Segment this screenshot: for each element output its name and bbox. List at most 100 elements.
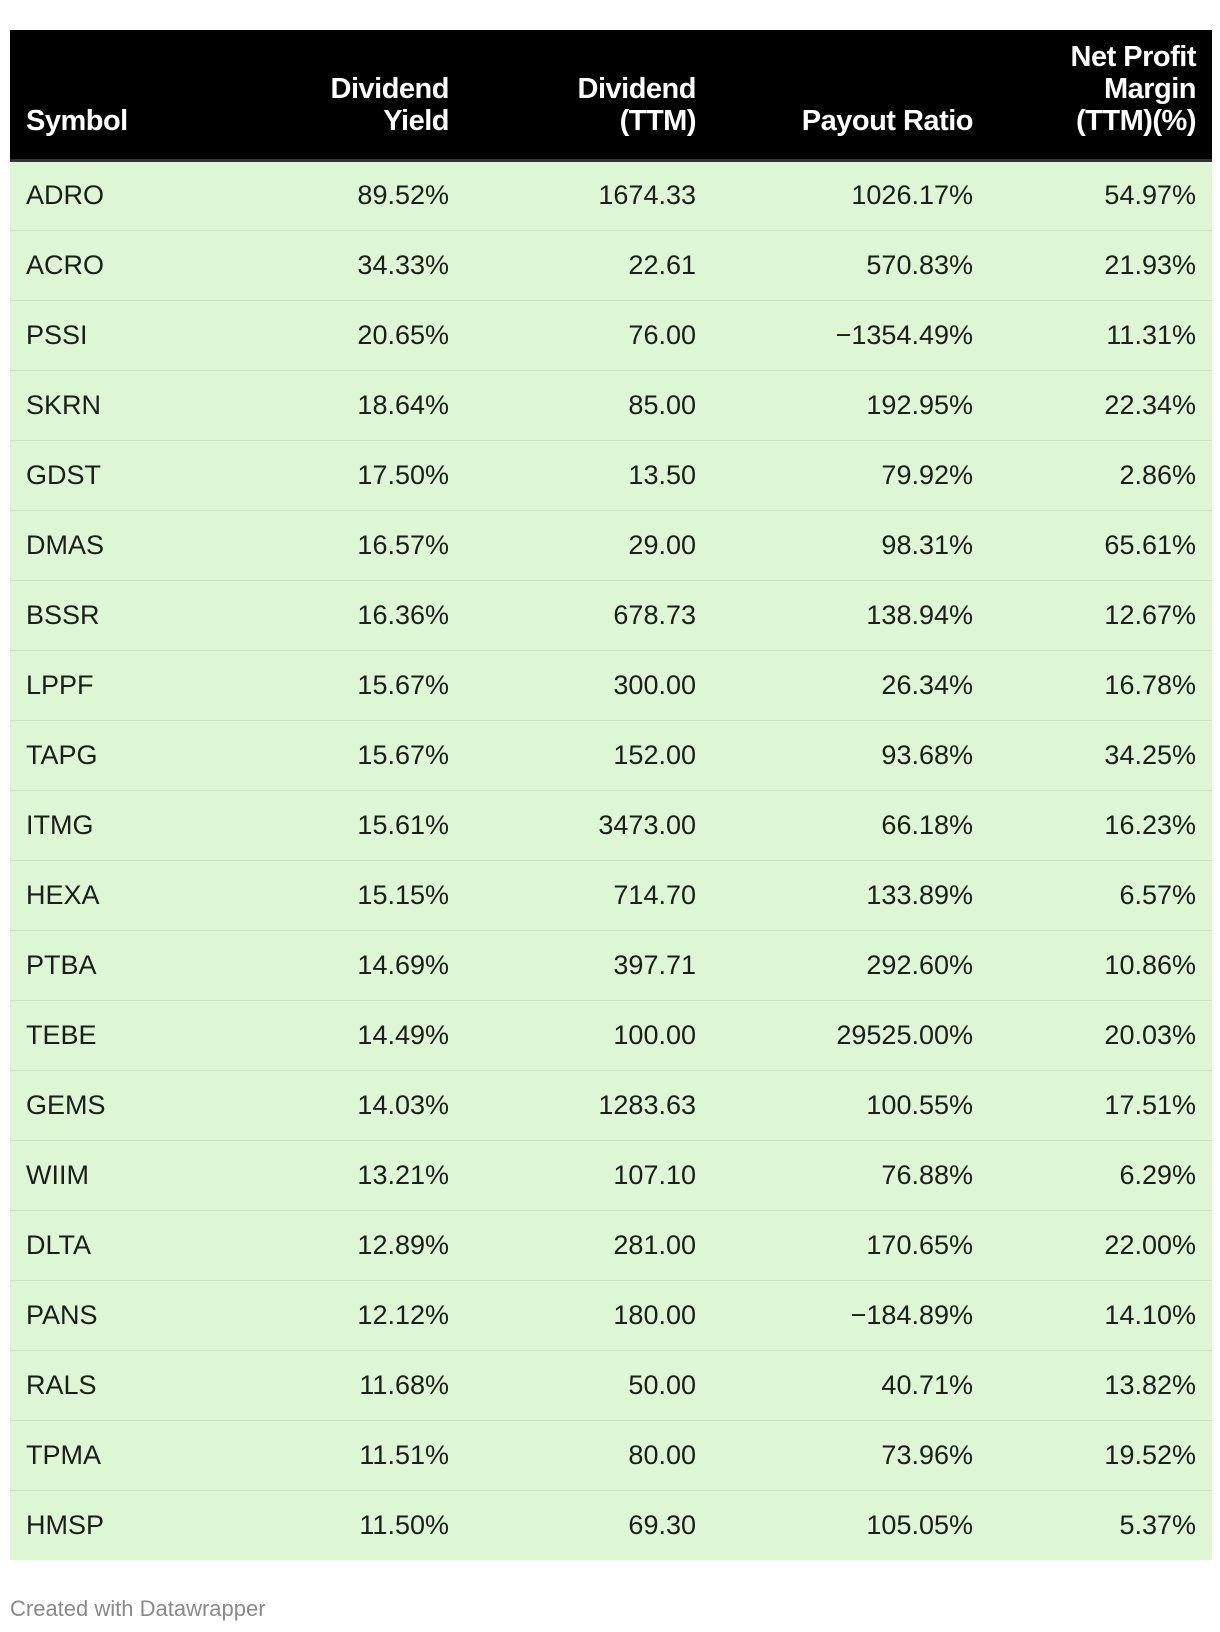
- header-line: (TTM)(%): [1075, 104, 1197, 137]
- header-line: Payout Ratio: [801, 104, 974, 137]
- net-profit-margin-cell: 17.51%: [989, 1069, 1212, 1140]
- table-row: ACRO 34.33% 22.61 570.83% 21.93%: [10, 229, 1212, 300]
- net-profit-margin-cell: 16.23%: [989, 789, 1212, 860]
- header-line: Dividend: [330, 72, 450, 105]
- payout-ratio-cell: −1354.49%: [712, 299, 989, 370]
- payout-ratio-cell: 138.94%: [712, 579, 989, 650]
- dividend-ttm-cell: 678.73: [465, 579, 712, 650]
- header-row: Symbol Dividend Yield Dividend (TTM) Payout R…: [10, 30, 1212, 162]
- net-profit-margin-cell: 21.93%: [989, 229, 1212, 300]
- dividend-yield-cell: 16.36%: [270, 579, 465, 650]
- symbol-cell: DMAS: [10, 509, 270, 580]
- symbol-cell: HMSP: [10, 1489, 270, 1560]
- dividend-yield-cell: 14.49%: [270, 999, 465, 1070]
- symbol-cell: RALS: [10, 1349, 270, 1420]
- payout-ratio-cell: 100.55%: [712, 1069, 989, 1140]
- dividend-yield-cell: 11.50%: [270, 1489, 465, 1560]
- table-row: LPPF 15.67% 300.00 26.34% 16.78%: [10, 649, 1212, 720]
- header-line: Net Profit: [1070, 40, 1197, 73]
- table-header: Symbol Dividend Yield Dividend (TTM) Payout R…: [10, 30, 1212, 162]
- table-row: PANS 12.12% 180.00 −184.89% 14.10%: [10, 1279, 1212, 1350]
- dividend-table: Symbol Dividend Yield Dividend (TTM) Payout R…: [10, 30, 1212, 1560]
- net-profit-margin-cell: 16.78%: [989, 649, 1212, 720]
- symbol-cell: PTBA: [10, 929, 270, 1000]
- net-profit-margin-cell: 20.03%: [989, 999, 1212, 1070]
- payout-ratio-cell: 93.68%: [712, 719, 989, 790]
- net-profit-margin-cell: 34.25%: [989, 719, 1212, 790]
- symbol-cell: DLTA: [10, 1209, 270, 1280]
- symbol-cell: GEMS: [10, 1069, 270, 1140]
- dividend-ttm-cell: 281.00: [465, 1209, 712, 1280]
- payout-ratio-cell: −184.89%: [712, 1279, 989, 1350]
- dividend-ttm-cell: 107.10: [465, 1139, 712, 1210]
- table-row: GEMS 14.03% 1283.63 100.55% 17.51%: [10, 1069, 1212, 1140]
- header-line: Margin: [1103, 72, 1197, 105]
- net-profit-margin-cell: 13.82%: [989, 1349, 1212, 1420]
- symbol-cell: GDST: [10, 439, 270, 510]
- table-row: TEBE 14.49% 100.00 29525.00% 20.03%: [10, 999, 1212, 1070]
- table-row: DMAS 16.57% 29.00 98.31% 65.61%: [10, 509, 1212, 580]
- dividend-ttm-cell: 22.61: [465, 229, 712, 300]
- table-row: PTBA 14.69% 397.71 292.60% 10.86%: [10, 929, 1212, 1000]
- table-row: RALS 11.68% 50.00 40.71% 13.82%: [10, 1349, 1212, 1420]
- payout-ratio-cell: 570.83%: [712, 229, 989, 300]
- payout-ratio-cell: 105.05%: [712, 1489, 989, 1560]
- symbol-cell: PSSI: [10, 299, 270, 370]
- dividend-ttm-cell: 29.00: [465, 509, 712, 580]
- dividend-ttm-cell: 69.30: [465, 1489, 712, 1560]
- payout-ratio-cell: 66.18%: [712, 789, 989, 860]
- dividend-ttm-cell: 3473.00: [465, 789, 712, 860]
- dividend-ttm-cell: 180.00: [465, 1279, 712, 1350]
- net-profit-margin-cell: 22.00%: [989, 1209, 1212, 1280]
- symbol-cell: BSSR: [10, 579, 270, 650]
- table-row: GDST 17.50% 13.50 79.92% 2.86%: [10, 439, 1212, 510]
- payout-ratio-cell: 73.96%: [712, 1419, 989, 1490]
- dividend-yield-cell: 20.65%: [270, 299, 465, 370]
- dividend-ttm-cell: 152.00: [465, 719, 712, 790]
- payout-ratio-cell: 26.34%: [712, 649, 989, 720]
- datawrapper-credit: Created with Datawrapper: [10, 1596, 266, 1621]
- symbol-cell: WIIM: [10, 1139, 270, 1210]
- dividend-yield-cell: 15.15%: [270, 859, 465, 930]
- dividend-yield-cell: 15.67%: [270, 719, 465, 790]
- header-symbol: Symbol: [10, 30, 270, 162]
- dividend-ttm-cell: 100.00: [465, 999, 712, 1070]
- payout-ratio-cell: 98.31%: [712, 509, 989, 580]
- net-profit-margin-cell: 12.67%: [989, 579, 1212, 650]
- net-profit-margin-cell: 14.10%: [989, 1279, 1212, 1350]
- payout-ratio-cell: 76.88%: [712, 1139, 989, 1210]
- data-table-container: Symbol Dividend Yield Dividend (TTM) Payout R…: [10, 30, 1212, 1560]
- table-row: TAPG 15.67% 152.00 93.68% 34.25%: [10, 719, 1212, 790]
- payout-ratio-cell: 192.95%: [712, 369, 989, 440]
- header-line: (TTM): [619, 104, 697, 137]
- dividend-yield-cell: 18.64%: [270, 369, 465, 440]
- header-net-profit-margin: Net Profit Margin (TTM)(%): [989, 30, 1212, 162]
- table-body: ADRO 89.52% 1674.33 1026.17% 54.97% ACRO 34.33…: [10, 160, 1212, 1560]
- symbol-cell: HEXA: [10, 859, 270, 930]
- symbol-cell: LPPF: [10, 649, 270, 720]
- dividend-ttm-cell: 80.00: [465, 1419, 712, 1490]
- symbol-cell: TAPG: [10, 719, 270, 790]
- payout-ratio-cell: 79.92%: [712, 439, 989, 510]
- table-row: WIIM 13.21% 107.10 76.88% 6.29%: [10, 1139, 1212, 1210]
- dividend-yield-cell: 89.52%: [357, 180, 449, 210]
- payout-ratio-cell: 133.89%: [712, 859, 989, 930]
- dividend-yield-cell: 12.89%: [270, 1209, 465, 1280]
- dividend-yield-cell: 14.03%: [270, 1069, 465, 1140]
- payout-ratio-cell: 170.65%: [712, 1209, 989, 1280]
- dividend-ttm-cell: 714.70: [465, 859, 712, 930]
- symbol-cell: ACRO: [10, 229, 270, 300]
- net-profit-margin-cell: 6.29%: [989, 1139, 1212, 1210]
- table-row: BSSR 16.36% 678.73 138.94% 12.67%: [10, 579, 1212, 650]
- dividend-yield-cell: 34.33%: [270, 229, 465, 300]
- table-row: TPMA 11.51% 80.00 73.96% 19.52%: [10, 1419, 1212, 1490]
- symbol-cell: PANS: [10, 1279, 270, 1350]
- net-profit-margin-cell: 19.52%: [989, 1419, 1212, 1490]
- dividend-yield-cell: 15.61%: [270, 789, 465, 860]
- table-row: SKRN 18.64% 85.00 192.95% 22.34%: [10, 369, 1212, 440]
- dividend-yield-cell: 11.51%: [270, 1419, 465, 1490]
- payout-ratio-cell: 29525.00%: [712, 999, 989, 1070]
- symbol-cell: SKRN: [10, 369, 270, 440]
- net-profit-margin-cell: 54.97%: [1104, 180, 1196, 210]
- dividend-yield-cell: 14.69%: [270, 929, 465, 1000]
